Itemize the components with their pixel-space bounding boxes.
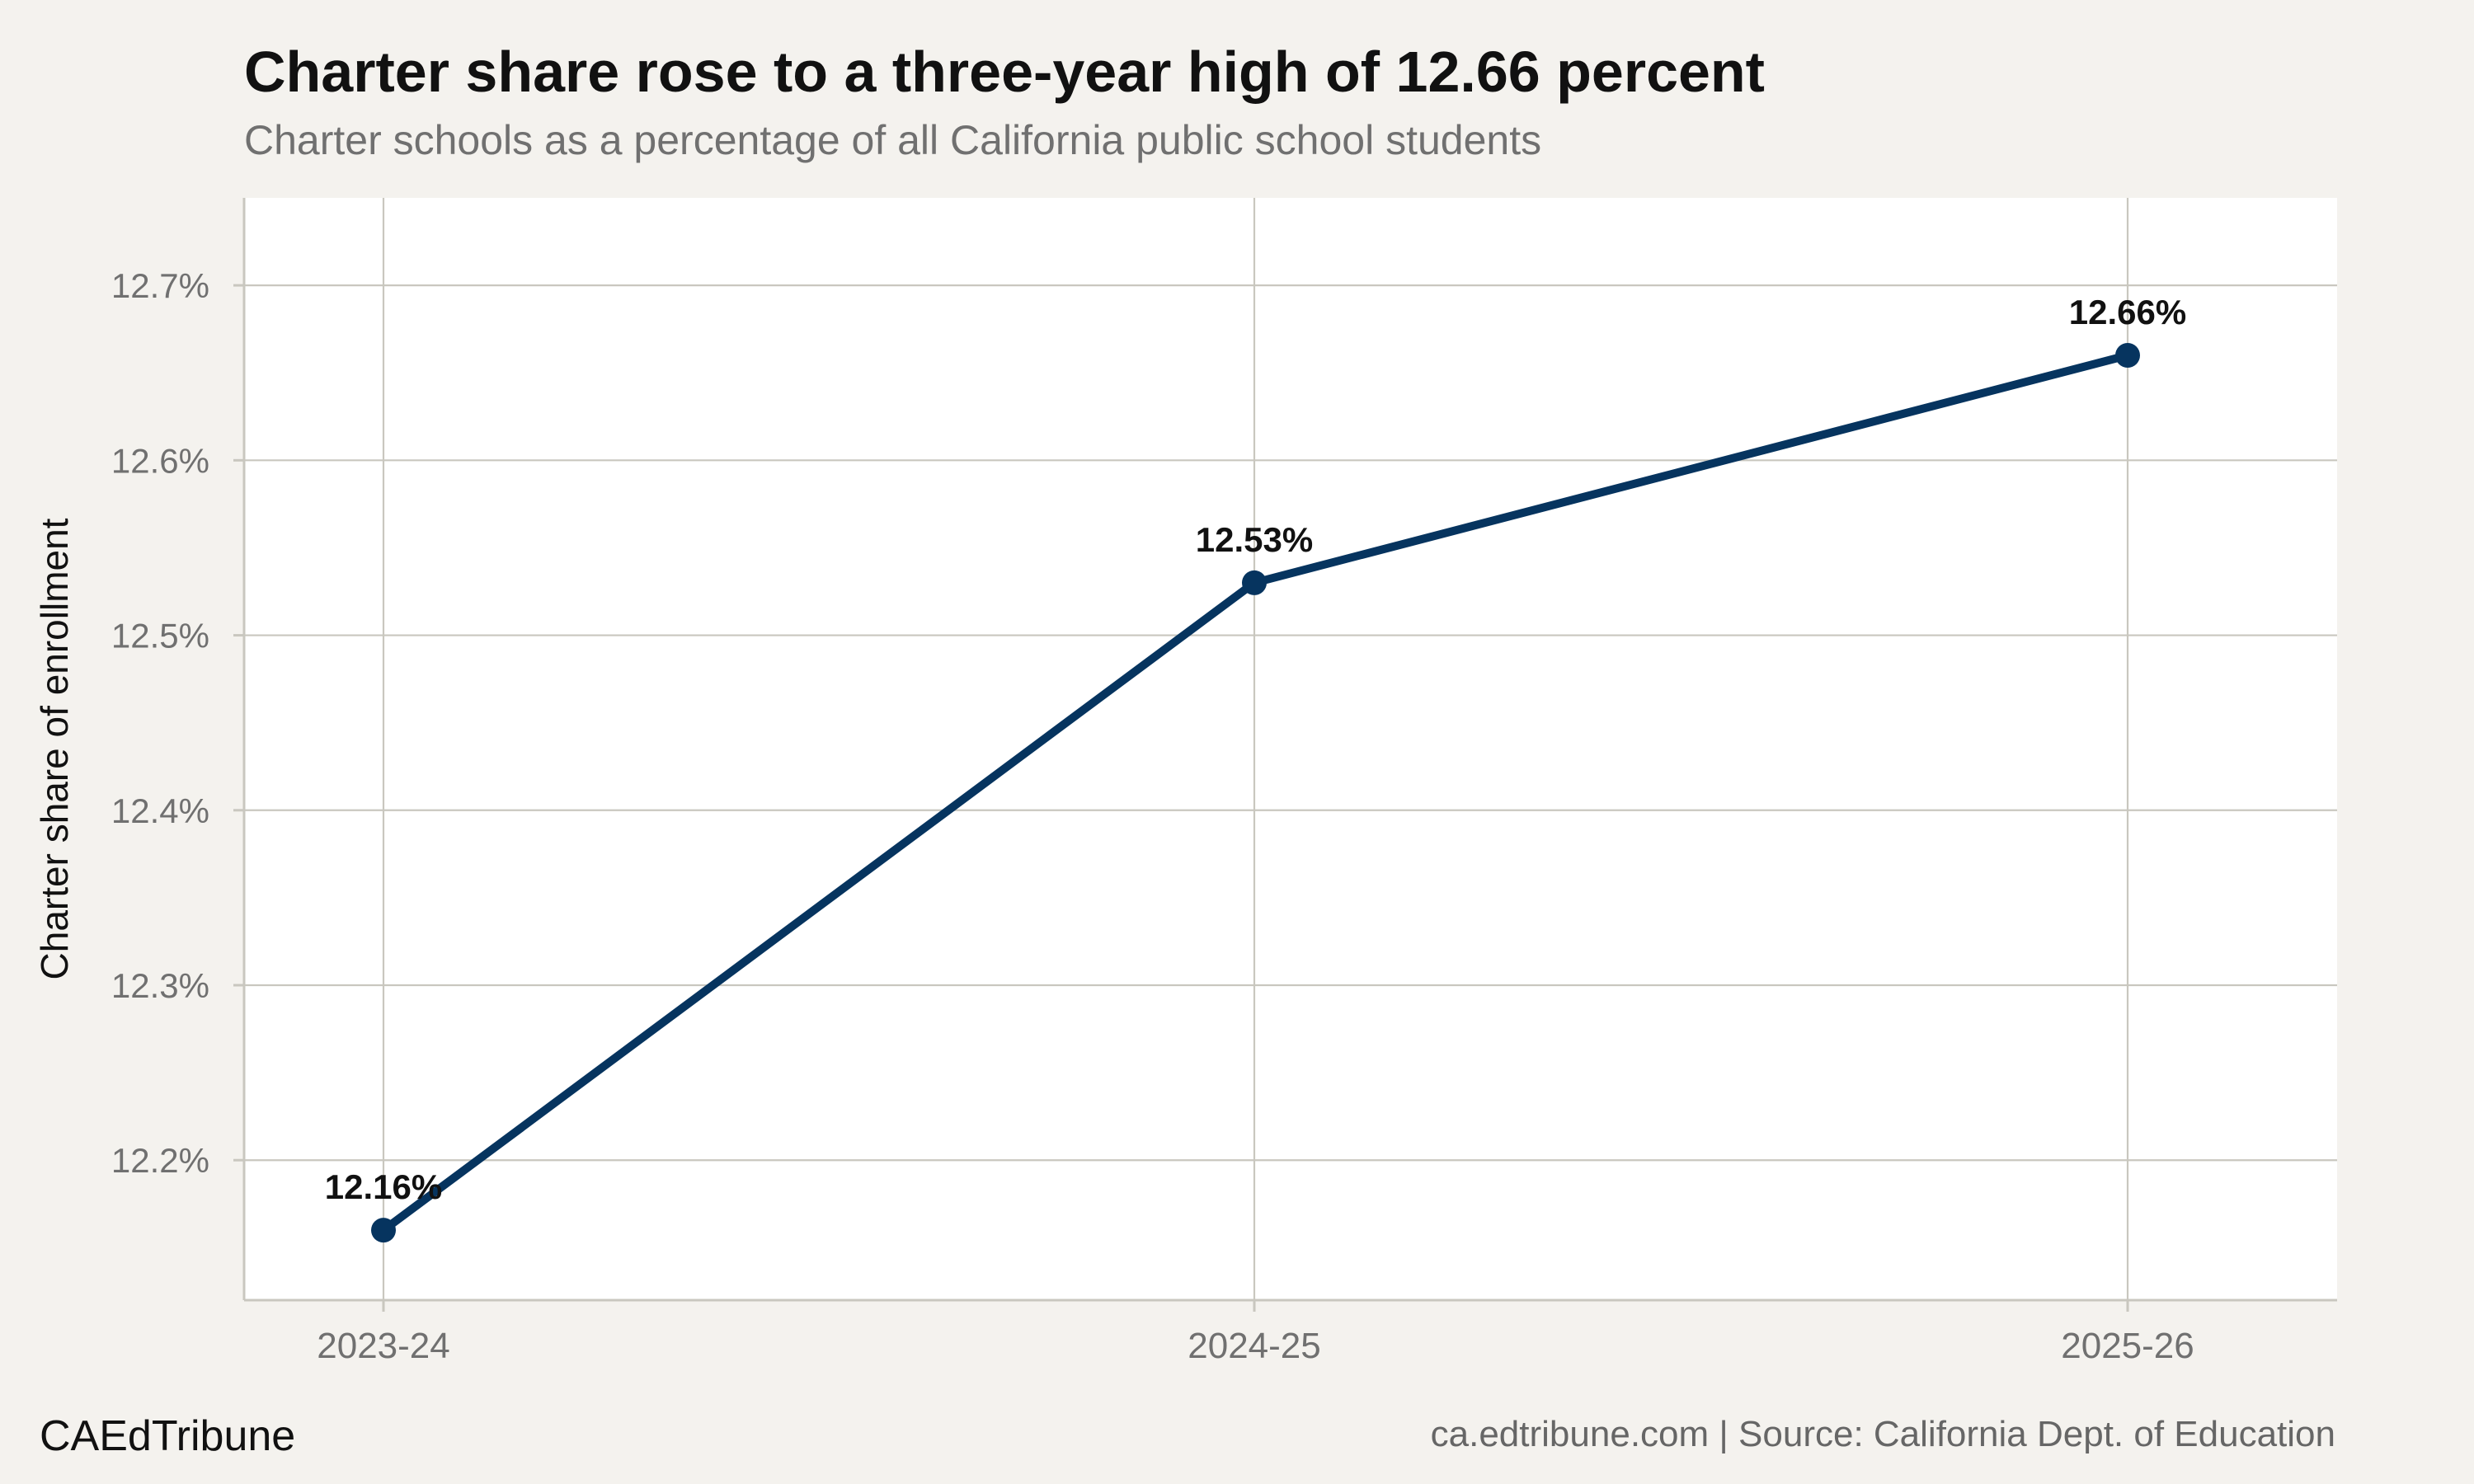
data-point xyxy=(2115,343,2140,368)
tick-labels: 12.2% 12.3% 12.4% 12.5% 12.6% 12.7% 2023-24 202… xyxy=(111,266,2194,1366)
source-credit: ca.edtribune.com | Source: California De… xyxy=(1430,1414,2335,1454)
y-tick-label: 12.2% xyxy=(111,1141,209,1180)
data-point xyxy=(1242,570,1267,595)
data-value-label: 12.53% xyxy=(1196,520,1313,559)
chart-title: Charter share rose to a three-year high … xyxy=(244,40,1765,104)
chart-subtitle: Charter schools as a percentage of all C… xyxy=(244,117,1542,163)
y-tick-label: 12.3% xyxy=(111,966,209,1005)
y-tick-label: 12.7% xyxy=(111,266,209,305)
axes xyxy=(242,198,2337,1302)
data-value-label: 12.66% xyxy=(2069,293,2186,331)
data-labels: 12.16% 12.53% 12.66% xyxy=(325,293,2186,1206)
y-tick-label: 12.4% xyxy=(111,791,209,830)
x-tick-label: 2025-26 xyxy=(2061,1326,2194,1366)
data-value-label: 12.16% xyxy=(325,1167,442,1206)
data-series xyxy=(371,343,2140,1243)
y-tick-label: 12.6% xyxy=(111,441,209,480)
x-tick-label: 2024-25 xyxy=(1188,1326,1320,1366)
brand-logo-text: CAEdTribune xyxy=(40,1412,296,1460)
x-tick-label: 2023-24 xyxy=(317,1326,449,1366)
plot-panel xyxy=(244,198,2337,1300)
grid-lines xyxy=(244,198,2337,1300)
y-tick-label: 12.5% xyxy=(111,617,209,655)
data-point xyxy=(371,1218,396,1243)
y-axis-title: Charter share of enrollment xyxy=(33,518,76,979)
